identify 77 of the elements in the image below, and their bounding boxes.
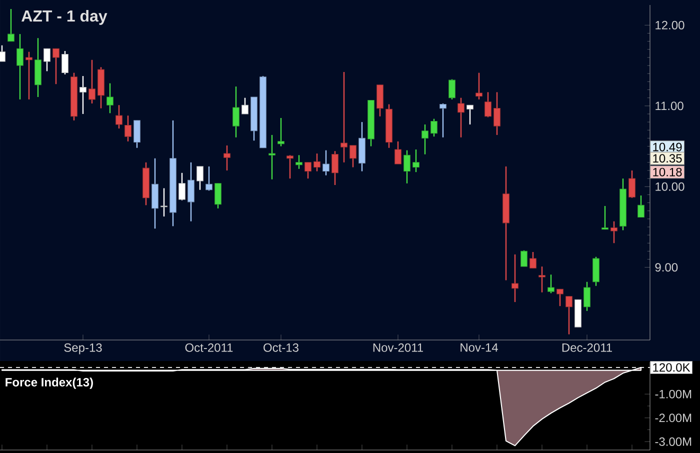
candlestick <box>430 118 438 138</box>
candlestick <box>116 104 122 130</box>
candlestick <box>80 75 86 115</box>
candlestick <box>458 97 464 138</box>
candlestick <box>476 72 482 100</box>
candlestick <box>556 288 564 307</box>
candlestick <box>466 104 474 126</box>
candlestick <box>224 144 230 172</box>
y-tick-label: -2.00M <box>655 414 692 422</box>
candlestick <box>512 254 518 303</box>
candlestick <box>638 194 644 218</box>
candlestick <box>278 117 284 147</box>
candlestick <box>106 82 114 114</box>
candlestick <box>350 144 356 168</box>
x-tick-label: Oct-13 <box>264 343 298 352</box>
candlestick <box>214 182 222 210</box>
candlestick <box>628 170 636 199</box>
candlestick <box>124 114 132 142</box>
candlestick <box>242 97 248 115</box>
candlestick <box>286 154 294 180</box>
candlestick <box>584 281 590 312</box>
candlestick <box>0 44 6 62</box>
candlestick <box>610 220 618 244</box>
candlestick <box>8 8 14 42</box>
x-tick-label: Nov-14 <box>460 343 498 352</box>
candlestick <box>448 78 456 100</box>
candlestick <box>16 33 24 100</box>
candlestick <box>530 251 536 269</box>
candlestick <box>304 162 312 180</box>
candlestick <box>520 250 528 268</box>
candlestick <box>314 152 320 172</box>
annotation: 10.18 <box>653 168 682 176</box>
candlestick <box>188 162 194 222</box>
text: Force Index(13) <box>6 378 93 389</box>
candlestick <box>88 59 96 104</box>
x-tick-label: Sep-13 <box>64 343 102 354</box>
y-tick-label: -1.00M <box>655 390 692 398</box>
y-tick-label: -3.00M <box>655 437 692 446</box>
candlestick <box>592 256 600 287</box>
candlestick <box>52 48 60 85</box>
candlestick <box>134 120 140 148</box>
x-tick-label: Oct-2011 <box>185 343 233 352</box>
candlestick <box>548 274 554 294</box>
candlestick <box>538 266 546 293</box>
candlestick <box>268 134 276 180</box>
candlestick <box>376 84 384 117</box>
annotation: 10.35 <box>653 154 682 163</box>
candlestick <box>602 205 608 230</box>
candlestick <box>484 92 492 118</box>
candlestick <box>412 148 420 173</box>
candlestick <box>440 102 446 138</box>
ref-line-label: 120.0K <box>653 363 690 372</box>
candlestick <box>206 166 212 192</box>
candlestick <box>566 296 572 335</box>
candlestick <box>494 92 500 136</box>
candlestick <box>44 48 50 72</box>
y-tick-label: 9.00 <box>655 263 678 272</box>
candlestick <box>322 150 330 176</box>
candlestick <box>404 150 410 184</box>
candlestick <box>62 50 68 76</box>
y-tick-label: 11.00 <box>656 102 684 110</box>
x-tick-label: Nov-2011 <box>373 343 423 352</box>
candlestick <box>340 71 348 163</box>
candlestick <box>394 140 402 165</box>
annotation: 10.49 <box>653 142 682 152</box>
chart-title: AZT - 1 day <box>22 10 108 25</box>
y-tick-label: 12.00 <box>656 20 684 30</box>
candlestick <box>232 86 240 138</box>
y-tick-label: 10.00 <box>656 182 684 191</box>
x-tick-label: Dec-2011 <box>562 343 612 352</box>
candlestick <box>196 166 204 190</box>
candlestick <box>422 124 428 155</box>
candlestick <box>332 150 338 186</box>
candlestick <box>296 154 302 170</box>
candlestick <box>160 188 168 218</box>
candlestick <box>26 51 32 100</box>
candlestick <box>178 172 186 201</box>
